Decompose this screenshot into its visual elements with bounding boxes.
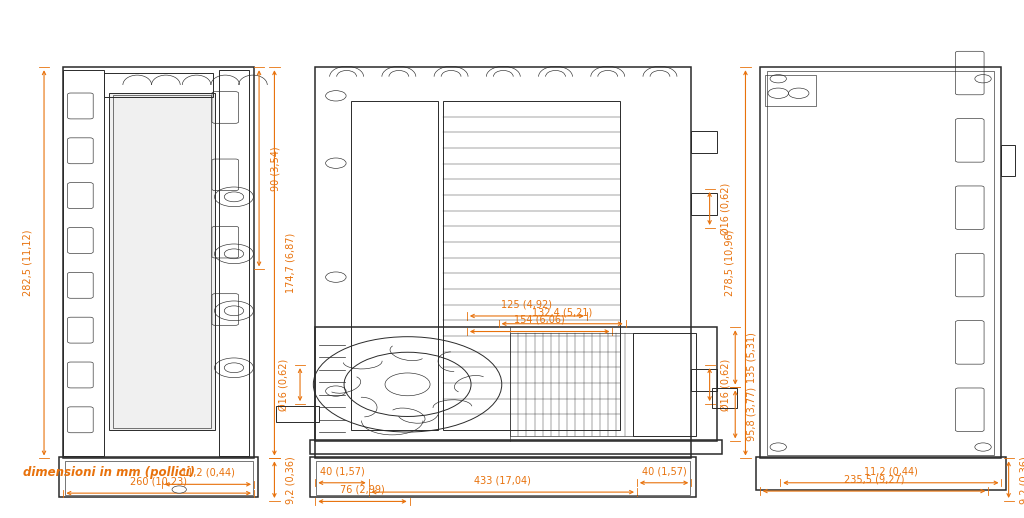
Bar <box>104 73 213 97</box>
Text: 282,5 (11,12): 282,5 (11,12) <box>23 229 33 296</box>
Text: 235,5 (9,27): 235,5 (9,27) <box>844 474 904 484</box>
Text: 40 (1,57): 40 (1,57) <box>642 466 686 476</box>
Bar <box>310 457 696 497</box>
Bar <box>712 388 737 408</box>
Bar <box>756 457 1006 490</box>
Text: 9,2 (0,36): 9,2 (0,36) <box>286 456 296 503</box>
Text: 174,7 (6,87): 174,7 (6,87) <box>286 233 296 293</box>
Bar <box>760 67 1001 458</box>
Bar <box>443 101 620 430</box>
Circle shape <box>172 486 186 493</box>
Text: 125 (4,92): 125 (4,92) <box>502 299 552 309</box>
Bar <box>633 333 696 436</box>
Bar <box>510 333 633 436</box>
Bar <box>109 93 215 430</box>
Text: 278,5 (10,96): 278,5 (10,96) <box>724 229 734 296</box>
Text: 154 (6,06): 154 (6,06) <box>514 315 565 325</box>
Bar <box>65 461 253 495</box>
Bar <box>767 71 994 455</box>
Text: 260 (10,23): 260 (10,23) <box>130 477 187 486</box>
Text: Ø16 (0,62): Ø16 (0,62) <box>721 358 731 411</box>
Bar <box>765 75 816 106</box>
Bar <box>63 67 254 458</box>
Text: dimensioni in mm (pollici): dimensioni in mm (pollici) <box>23 466 195 479</box>
Bar <box>691 193 717 215</box>
Bar <box>219 70 249 456</box>
Bar <box>310 440 722 454</box>
Text: 11,2 (0,44): 11,2 (0,44) <box>181 468 234 478</box>
Text: 11,2 (0,44): 11,2 (0,44) <box>864 466 918 476</box>
Bar <box>1001 145 1015 176</box>
Bar <box>113 95 211 428</box>
Text: 433 (17,04): 433 (17,04) <box>474 476 531 485</box>
Bar <box>59 457 258 497</box>
Bar <box>276 406 319 422</box>
Bar <box>315 327 717 441</box>
Text: 76 (2,99): 76 (2,99) <box>340 485 385 495</box>
Text: 40 (1,57): 40 (1,57) <box>319 466 365 476</box>
Text: 95,8 (3,77): 95,8 (3,77) <box>746 387 757 441</box>
Text: Ø16 (0,62): Ø16 (0,62) <box>721 182 731 235</box>
Text: 135 (5,31): 135 (5,31) <box>746 332 757 383</box>
Text: 90 (3,54): 90 (3,54) <box>270 146 281 191</box>
Bar <box>315 67 691 458</box>
Bar <box>63 70 104 456</box>
Bar <box>691 131 717 153</box>
Text: Ø16 (0,62): Ø16 (0,62) <box>279 358 289 411</box>
Bar <box>691 369 717 391</box>
Bar <box>351 101 438 430</box>
Bar <box>316 461 690 495</box>
Text: 132,4 (5,21): 132,4 (5,21) <box>532 307 592 317</box>
Text: 9,2 (0,36): 9,2 (0,36) <box>1020 456 1024 503</box>
